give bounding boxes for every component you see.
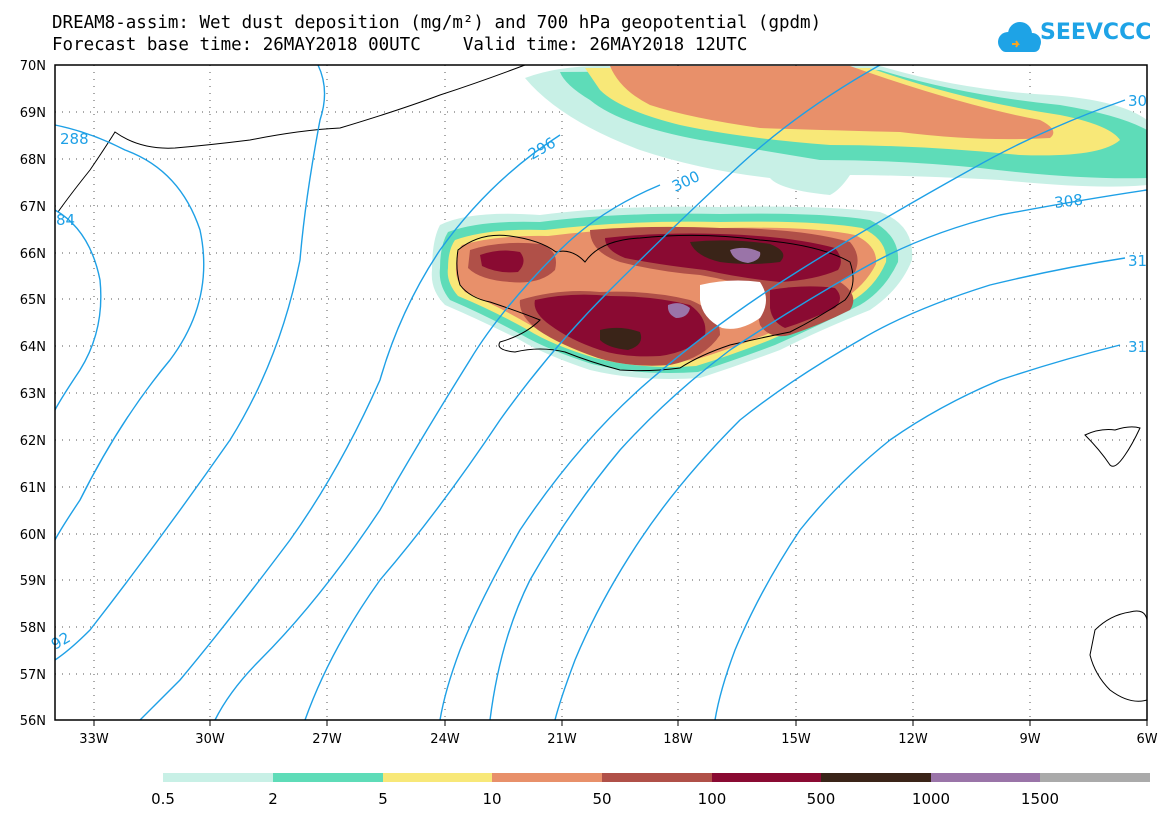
colorbar-swatch (1040, 773, 1150, 782)
svg-text:58N: 58N (20, 621, 46, 636)
colorbar-swatch (273, 773, 383, 782)
colorbar-swatch (821, 773, 931, 782)
svg-text:60N: 60N (20, 528, 46, 543)
logo-text: SEEVCCC (1040, 20, 1152, 45)
svg-text:0.5: 0.5 (151, 790, 175, 808)
svg-text:6W: 6W (1136, 732, 1157, 747)
map-title: DREAM8-assim: Wet dust deposition (mg/m²… (52, 13, 822, 33)
map-frame (54, 64, 1148, 721)
svg-text:9W: 9W (1019, 732, 1040, 747)
svg-text:1500: 1500 (1021, 790, 1059, 808)
svg-text:67N: 67N (20, 200, 46, 215)
svg-text:64N: 64N (20, 340, 46, 355)
svg-text:27W: 27W (312, 732, 342, 747)
contour-label: 31 (1128, 338, 1147, 356)
map-subtitle: Forecast base time: 26MAY2018 00UTC Vali… (52, 35, 748, 55)
contour-label: 31 (1128, 252, 1147, 270)
colorbar (163, 773, 1150, 782)
iceland-dust-deposition (431, 206, 913, 379)
svg-text:24W: 24W (430, 732, 460, 747)
colorbar-swatch (383, 773, 492, 782)
contour-label: 288 (60, 130, 89, 148)
latitude-labels: 70N 69N 68N 67N 66N 65N 64N 63N 62N 61N … (20, 59, 46, 729)
svg-text:65N: 65N (20, 293, 46, 308)
colorbar-swatch (602, 773, 712, 782)
contour-label: 30 (1128, 92, 1147, 110)
svg-text:69N: 69N (20, 106, 46, 121)
svg-text:61N: 61N (20, 481, 46, 496)
svg-text:100: 100 (698, 790, 727, 808)
colorbar-labels: 0.5 2 5 10 50 100 500 1000 1500 (151, 790, 1059, 808)
svg-text:33W: 33W (79, 732, 109, 747)
svg-text:5: 5 (378, 790, 388, 808)
cloud-icon (998, 22, 1041, 52)
colorbar-swatch (712, 773, 821, 782)
svg-text:2: 2 (268, 790, 278, 808)
axis-ticks (93, 720, 1148, 726)
svg-text:59N: 59N (20, 574, 46, 589)
colorbar-swatch (492, 773, 602, 782)
svg-text:63N: 63N (20, 387, 46, 402)
geopotential-contours (54, 64, 1148, 721)
svg-text:12W: 12W (898, 732, 928, 747)
colorbar-swatch (163, 773, 273, 782)
svg-text:68N: 68N (20, 153, 46, 168)
svg-text:500: 500 (807, 790, 836, 808)
svg-text:18W: 18W (663, 732, 693, 747)
svg-text:15W: 15W (781, 732, 811, 747)
svg-text:56N: 56N (20, 714, 46, 729)
svg-text:62N: 62N (20, 434, 46, 449)
svg-text:10: 10 (482, 790, 501, 808)
longitude-labels: 33W 30W 27W 24W 21W 18W 15W 12W 9W 6W (79, 732, 1157, 747)
svg-text:30W: 30W (195, 732, 225, 747)
svg-text:70N: 70N (20, 59, 46, 74)
colorbar-swatch (931, 773, 1040, 782)
contour-label: 308 (1053, 191, 1084, 212)
svg-text:57N: 57N (20, 668, 46, 683)
northern-dust-plume (525, 65, 1147, 195)
contour-label: 84 (56, 211, 75, 229)
svg-text:21W: 21W (547, 732, 577, 747)
svg-text:50: 50 (592, 790, 611, 808)
svg-text:66N: 66N (20, 247, 46, 262)
svg-text:1000: 1000 (912, 790, 950, 808)
